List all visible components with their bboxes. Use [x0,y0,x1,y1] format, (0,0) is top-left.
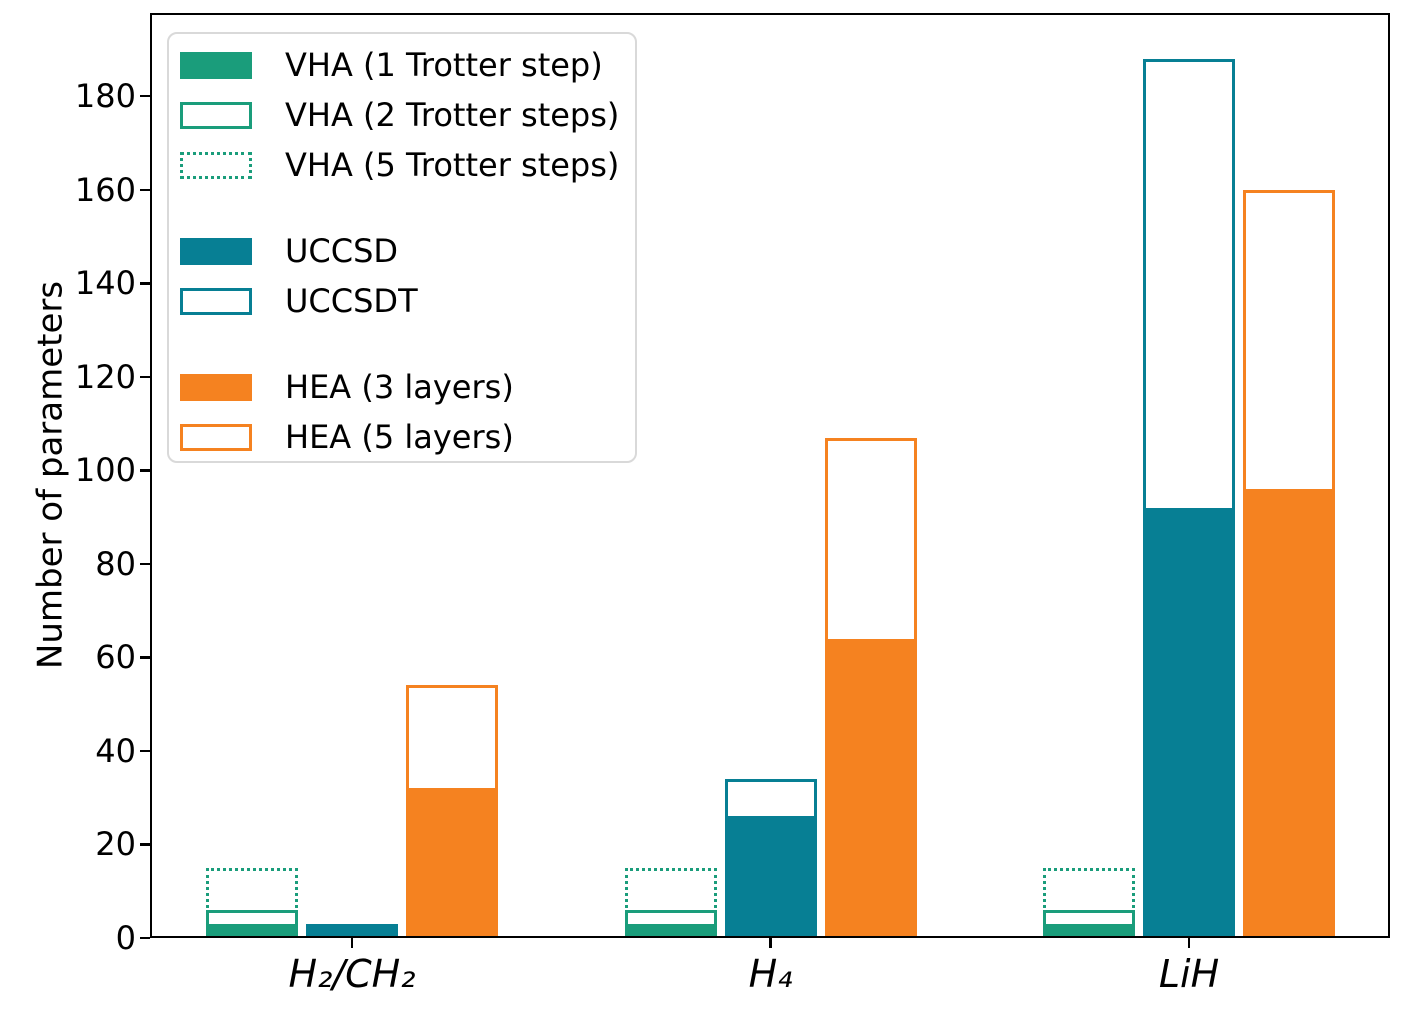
legend-entry-vha-5-trotter-steps: VHA (5 Trotter steps) [180,140,621,190]
legend-label-hea-5-layers: HEA (5 layers) [285,418,514,456]
legend-label-vha-5-trotter-steps: VHA (5 Trotter steps) [285,146,620,184]
y-tick-label-100: 100 [74,451,136,490]
legend-label-uccsd: UCCSD [285,232,399,270]
y-tick-label-20: 20 [95,825,136,864]
legend-entry-uccsd: UCCSD [180,226,621,276]
y-tick-label-180: 180 [74,77,136,116]
bar-hea-3-layers-cat2 [1243,489,1335,938]
y-tick-label-160: 160 [74,170,136,209]
y-tick-label-0: 0 [115,919,136,957]
y-tick-label-40: 40 [95,731,136,770]
y-tick-mark-40 [140,749,150,753]
x-tick-mark-cat0 [350,938,354,948]
legend: VHA (1 Trotter step) VHA (2 Trotter steps… [167,32,637,463]
legend-label-vha-2-trotter-steps: VHA (2 Trotter steps) [285,96,620,134]
y-tick-label-60: 60 [95,638,136,677]
y-tick-mark-20 [140,843,150,846]
legend-group-2: HEA (3 layers) HEA (5 layers) [180,362,621,462]
legend-entry-vha-2-trotter-steps: VHA (2 Trotter steps) [180,90,621,140]
y-tick-mark-120 [140,375,150,379]
y-tick-label-80: 80 [95,544,136,583]
y-tick-mark-180 [140,94,150,98]
x-tick-label-cat2: LiH [1158,952,1220,996]
legend-patch-vha-2-trotter-steps [180,101,252,129]
legend-entry-vha-1-trotter-step: VHA (1 Trotter step) [180,40,621,90]
legend-patch-uccsd [180,237,252,265]
legend-group-0: VHA (1 Trotter step) VHA (2 Trotter steps… [180,40,621,190]
bars-layer [150,13,1390,938]
y-tick-mark-80 [140,562,150,566]
bar-hea-3-layers-cat0 [406,788,498,938]
plot-area [150,13,1390,938]
x-tick-label-cat0: H₂/CH₂ [288,952,416,996]
legend-patch-hea-5-layers [180,423,252,451]
bar-vha-1-trotter-step-cat1 [624,923,717,938]
legend-label-uccsdt: UCCSDT [285,282,418,320]
bar-vha-1-trotter-step-cat2 [1043,923,1135,938]
legend-label-hea-3-layers: HEA (3 layers) [285,368,514,406]
legend-entry-hea-5-layers: HEA (5 layers) [180,412,621,462]
legend-entry-uccsdt: UCCSDT [180,276,621,326]
legend-label-vha-1-trotter-step: VHA (1 Trotter step) [285,46,603,84]
legend-patch-vha-1-trotter-step [180,51,252,79]
legend-entry-hea-3-layers: HEA (3 layers) [180,362,621,412]
y-tick-mark-0 [140,936,150,940]
y-tick-label-120: 120 [74,357,136,396]
y-tick-label-140: 140 [74,264,136,303]
bar-uccsd-cat2 [1143,507,1235,938]
y-tick-mark-100 [140,469,150,472]
bar-uccsd-cat0 [306,923,398,938]
x-tick-label-cat1: H₄ [748,952,793,996]
legend-patch-hea-3-layers [180,373,252,401]
y-tick-mark-160 [140,188,150,192]
legend-group-1: UCCSD UCCSDT [180,226,621,326]
x-tick-mark-cat1 [769,938,772,948]
legend-patch-uccsdt [180,287,252,315]
legend-patch-vha-5-trotter-steps [180,151,252,179]
y-tick-mark-60 [140,656,150,659]
bar-hea-3-layers-cat1 [824,638,917,938]
y-tick-mark-140 [140,282,150,285]
bar-uccsd-cat1 [724,816,817,938]
bar-vha-1-trotter-step-cat0 [206,923,298,938]
x-tick-mark-cat2 [1187,938,1191,948]
